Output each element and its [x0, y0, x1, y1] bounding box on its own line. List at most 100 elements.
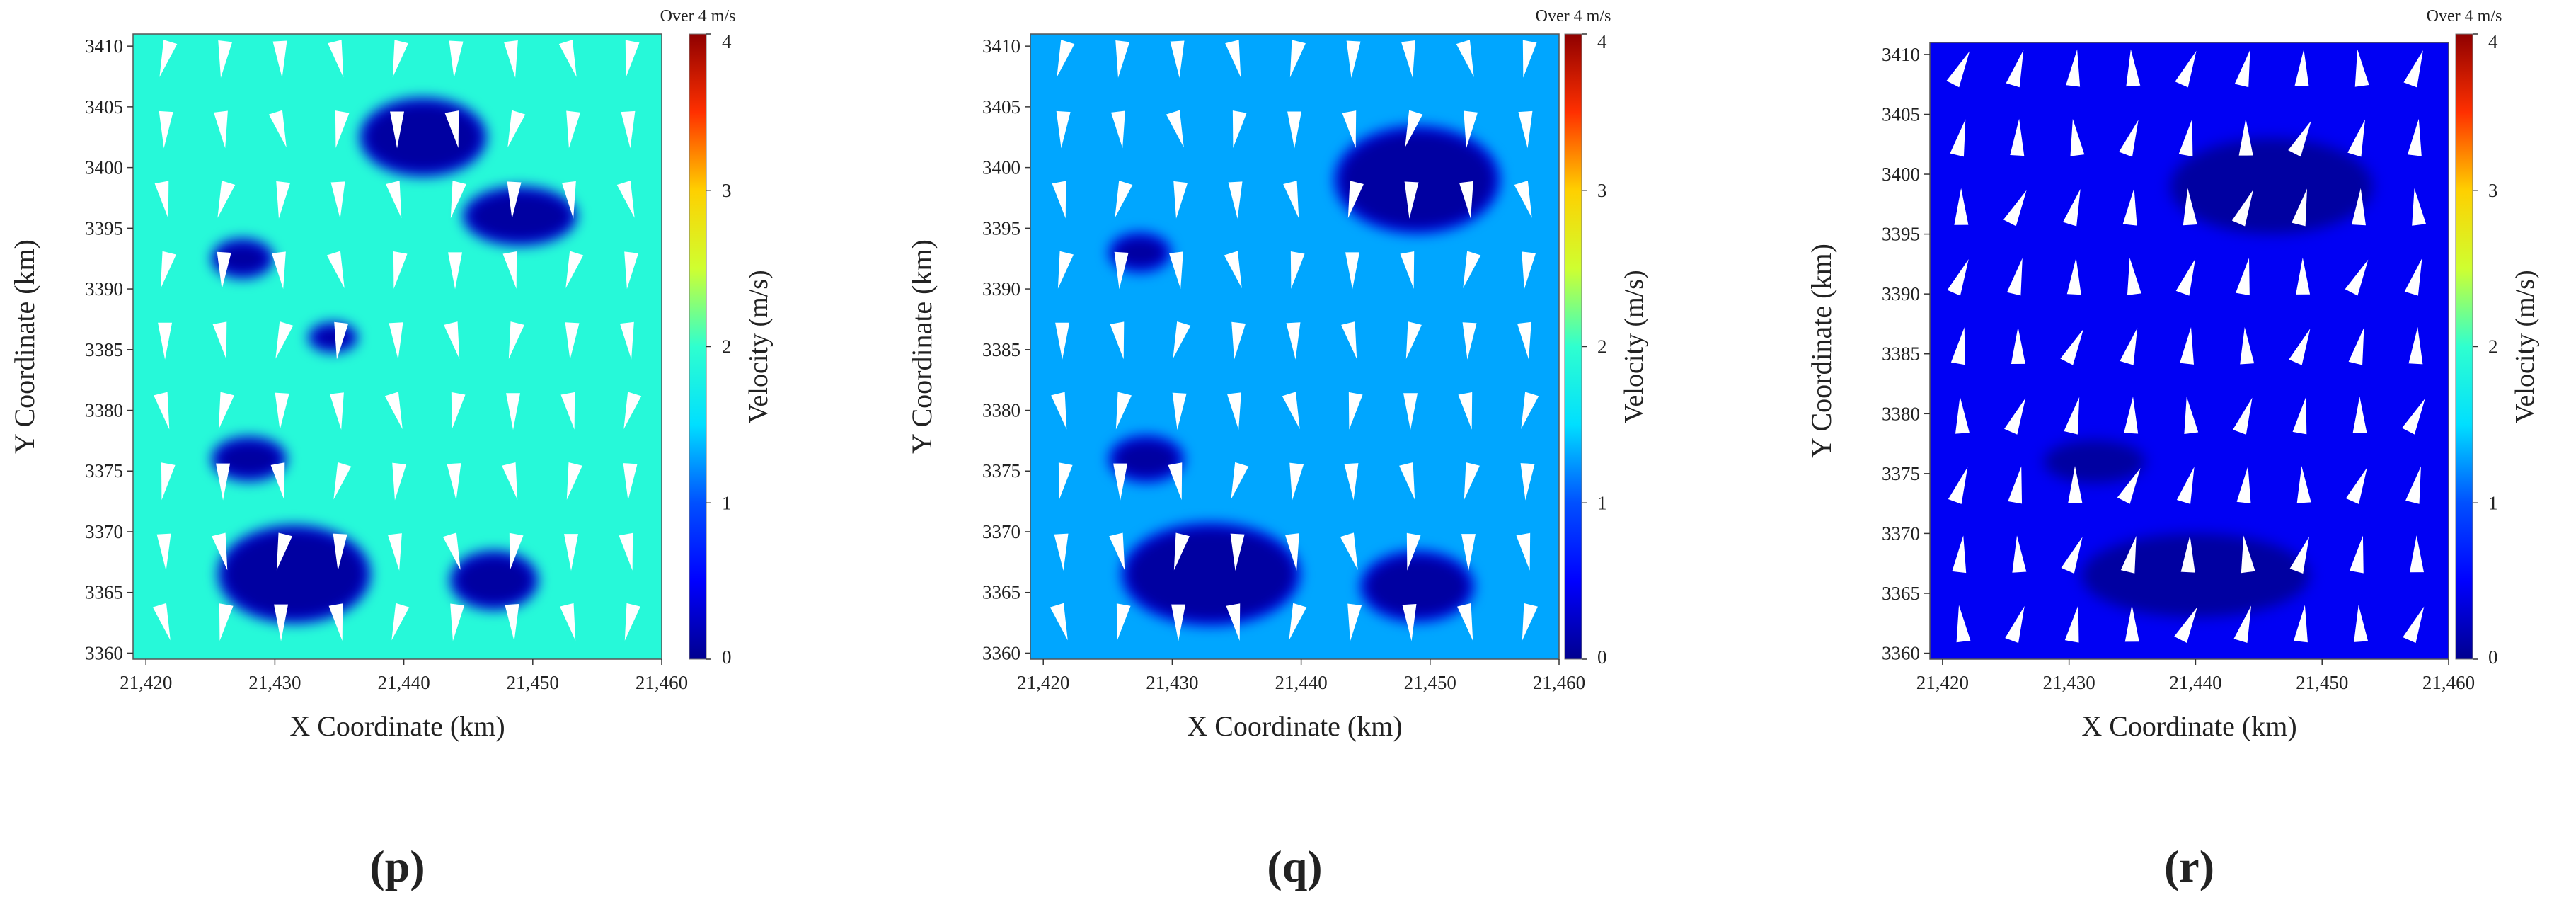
x-tick-label: 21,440 [2169, 672, 2221, 693]
velocity-arrow [2296, 466, 2311, 503]
velocity-arrow [1464, 110, 1478, 149]
panel-label: (q) [1267, 841, 1322, 891]
y-tick-label: 3375 [1882, 463, 1920, 484]
velocity-arrow [1115, 392, 1132, 430]
velocity-arrow [564, 534, 579, 571]
velocity-arrow [1052, 181, 1066, 219]
velocity-arrow [2404, 258, 2422, 296]
velocity-arrow [1347, 603, 1362, 641]
velocity-arrow [2294, 49, 2309, 87]
velocity-arrow [619, 532, 633, 571]
velocity-arrow [1403, 393, 1418, 430]
velocity-arrow [393, 251, 408, 289]
velocity-arrow [2004, 398, 2026, 435]
velocity-arrow [1225, 40, 1241, 78]
velocity-arrow [2178, 119, 2193, 156]
x-tick-label: 21,420 [1916, 672, 1969, 693]
velocity-arrow [388, 533, 402, 571]
velocity-arrow [2296, 257, 2311, 295]
velocity-arrow [616, 181, 635, 218]
velocity-arrow [1401, 40, 1415, 78]
velocity-arrow [218, 392, 234, 430]
velocity-arrow [505, 604, 519, 641]
velocity-arrow [2405, 466, 2421, 504]
velocity-arrow [1054, 533, 1069, 571]
velocity-arrow [2352, 188, 2366, 226]
x-tick-label: 21,460 [1533, 672, 1585, 693]
y-tick-label: 3360 [982, 642, 1020, 663]
x-tick-label: 21,420 [1017, 672, 1069, 693]
velocity-arrow [1173, 181, 1188, 219]
velocity-arrow [2124, 605, 2139, 642]
velocity-arrow [1521, 392, 1539, 430]
y-tick-label: 3375 [85, 460, 123, 481]
velocity-arrow [1232, 110, 1247, 149]
velocity-arrow [2241, 535, 2255, 574]
plot-frame [1929, 42, 2449, 660]
velocity-arrow [2347, 119, 2365, 157]
velocity-arrow [333, 462, 352, 500]
velocity-arrow [1173, 532, 1190, 571]
velocity-arrow [384, 392, 403, 430]
velocity-arrow [2180, 327, 2195, 365]
velocity-arrow [2236, 466, 2251, 504]
low-velocity-zone [2043, 440, 2145, 484]
velocity-arrow [270, 462, 285, 501]
velocity-arrow [2412, 188, 2427, 226]
velocity-arrow [444, 110, 459, 149]
velocity-arrow [1231, 462, 1249, 500]
velocity-arrow [1226, 603, 1241, 641]
velocity-arrow [1115, 40, 1130, 78]
panel-label: (p) [369, 841, 425, 891]
y-tick-label: 3395 [85, 217, 123, 239]
velocity-arrow [502, 251, 517, 289]
velocity-arrow [1231, 321, 1246, 360]
panel-label: (r) [2164, 841, 2214, 891]
velocity-arrow [160, 251, 176, 289]
velocity-arrow [1347, 181, 1364, 219]
colorbar-gradient [689, 33, 707, 660]
velocity-arrow [558, 40, 577, 77]
velocity-arrow [1341, 321, 1357, 360]
y-tick-label: 3360 [85, 642, 123, 663]
colorbar-label: Velocity (m/s) [744, 270, 774, 423]
velocity-arrow [275, 321, 294, 359]
y-tick-label: 3405 [85, 96, 123, 118]
velocity-arrow [1282, 392, 1300, 430]
velocity-arrow [566, 110, 581, 149]
velocity-arrow [2066, 257, 2081, 295]
velocity-arrow [1051, 392, 1067, 430]
velocity-arrow [2061, 537, 2083, 574]
velocity-arrow [1514, 181, 1532, 218]
velocity-arrow [1055, 322, 1070, 360]
colorbar: 0 1 2 3 4 [2455, 31, 2498, 668]
velocity-arrow [502, 462, 518, 500]
low-velocity-zone [1365, 556, 1469, 617]
velocity-arrow [2070, 118, 2085, 156]
velocity-arrow [2175, 258, 2196, 296]
y-tick-label: 3365 [982, 582, 1020, 603]
velocity-arrow [2184, 397, 2199, 435]
low-velocity-zone [223, 530, 365, 618]
colorbar: 0 1 2 3 4 [689, 31, 732, 668]
low-velocity-zone [314, 327, 352, 348]
velocity-arrow [450, 181, 466, 219]
colorbar-tick-label: 1 [722, 492, 732, 513]
velocity-arrow [1462, 322, 1477, 360]
low-velocity-zones [211, 97, 577, 624]
velocity-arrow [276, 181, 291, 219]
velocity-arrow [2354, 49, 2369, 87]
colorbar-over-label: Over 4 m/s [2427, 7, 2502, 25]
velocity-arrow [2236, 258, 2250, 296]
velocity-arrow [1113, 463, 1128, 501]
velocity-arrow [2348, 327, 2364, 365]
arrow-layer [1946, 49, 2427, 644]
velocity-arrow [1522, 40, 1537, 78]
velocity-arrow [2120, 535, 2137, 574]
y-tick-label: 3400 [85, 157, 123, 178]
velocity-arrow [1169, 251, 1183, 290]
velocity-arrow [1405, 110, 1423, 148]
velocity-arrow [218, 40, 233, 78]
x-tick-label: 21,420 [120, 672, 172, 693]
